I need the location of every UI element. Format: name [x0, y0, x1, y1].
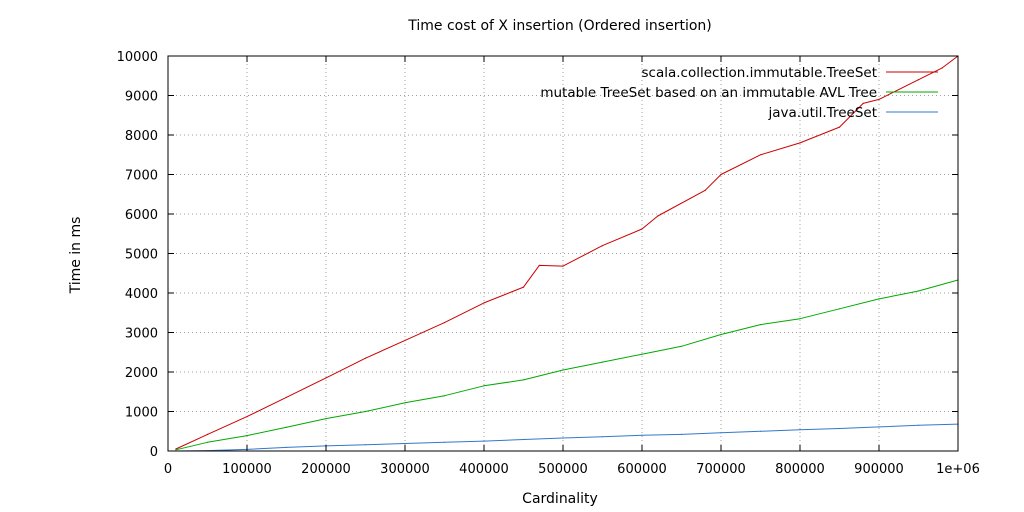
series-layer: [175, 55, 959, 452]
data-point: [562, 437, 564, 439]
data-point: [364, 444, 367, 446]
data-point: [759, 430, 762, 432]
data-point: [364, 410, 367, 413]
y-tick-label: 7000: [125, 169, 158, 184]
legend-label-3: java.util.TreeSet: [767, 105, 877, 121]
y-tick-label: 4000: [125, 287, 158, 302]
data-point: [206, 433, 209, 435]
data-point: [838, 427, 841, 430]
data-point: [862, 102, 864, 104]
data-point: [641, 434, 643, 436]
x-tick-label: 200000: [301, 462, 351, 477]
data-point: [325, 418, 327, 420]
data-point: [175, 449, 177, 451]
data-point: [246, 416, 248, 418]
data-point: [917, 290, 920, 292]
legend: scala.collection.immutable.TreeSet mutabl…: [540, 65, 938, 121]
x-tick-label: 1e+06: [936, 462, 980, 477]
x-tick-label: 0: [164, 462, 172, 477]
y-tick-label: 5000: [125, 248, 158, 263]
data-point: [285, 446, 288, 448]
data-point: [364, 357, 367, 359]
data-point: [206, 441, 209, 443]
data-point: [799, 142, 801, 144]
data-point: [483, 302, 485, 304]
data-point: [483, 440, 485, 442]
x-axis-label: Cardinality: [522, 491, 598, 507]
x-tick-label: 400000: [459, 462, 509, 477]
y-tick-label: 3000: [125, 327, 158, 342]
data-point: [941, 67, 943, 69]
x-tick-label: 500000: [538, 462, 588, 477]
data-point: [443, 322, 446, 324]
y-tick-label: 0: [150, 445, 158, 460]
x-tick-label: 100000: [222, 462, 272, 477]
legend-label-2: mutable TreeSet based on an immutable AV…: [540, 85, 877, 101]
data-point: [483, 385, 485, 387]
data-point: [720, 173, 722, 176]
data-point: [246, 435, 248, 437]
data-point: [538, 264, 540, 266]
data-point: [799, 429, 801, 431]
x-tick-label: 900000: [854, 462, 904, 477]
data-point: [404, 402, 406, 404]
data-point: [878, 298, 880, 300]
data-point: [759, 324, 762, 326]
data-point: [720, 432, 722, 434]
legend-label-1: scala.collection.immutable.TreeSet: [642, 65, 878, 81]
axis-ticks: 0 100000 200000 300000 400000 500000 600000 700…: [117, 50, 980, 477]
data-point: [522, 286, 525, 288]
y-axis-label: Time in ms: [68, 217, 84, 295]
data-point: [704, 189, 706, 191]
data-point: [325, 377, 327, 379]
data-point: [601, 361, 604, 363]
data-point: [404, 339, 406, 341]
y-tick-label: 1000: [125, 406, 158, 421]
data-point: [878, 98, 880, 100]
data-point: [838, 126, 841, 128]
data-point: [878, 426, 880, 428]
data-point: [641, 353, 643, 355]
data-point: [443, 441, 446, 443]
y-tick-label: 2000: [125, 366, 158, 381]
data-point: [720, 333, 722, 336]
data-point: [917, 424, 920, 426]
y-tick-label: 10000: [117, 50, 158, 65]
y-tick-label: 8000: [125, 129, 158, 144]
data-point: [917, 79, 920, 81]
data-point: [562, 265, 564, 267]
data-point: [285, 396, 288, 398]
x-tick-label: 300000: [380, 462, 430, 477]
data-point: [838, 308, 841, 310]
data-point: [601, 436, 604, 438]
data-point: [601, 245, 604, 247]
data-point: [522, 379, 525, 381]
data-point: [759, 154, 762, 156]
data-point: [680, 433, 683, 435]
data-point: [522, 438, 525, 441]
x-tick-label: 800000: [775, 462, 825, 477]
data-point: [562, 369, 564, 371]
data-point: [443, 395, 446, 397]
data-point: [680, 345, 683, 347]
data-point: [799, 318, 801, 320]
data-point: [404, 442, 406, 445]
data-point: [641, 228, 643, 230]
y-tick-label: 9000: [125, 90, 158, 105]
y-tick-label: 6000: [125, 208, 158, 223]
chart-title: Time cost of X insertion (Ordered insert…: [407, 18, 711, 34]
x-tick-label: 700000: [696, 462, 746, 477]
x-tick-label: 600000: [617, 462, 667, 477]
data-point: [657, 215, 659, 217]
data-point: [285, 426, 288, 428]
